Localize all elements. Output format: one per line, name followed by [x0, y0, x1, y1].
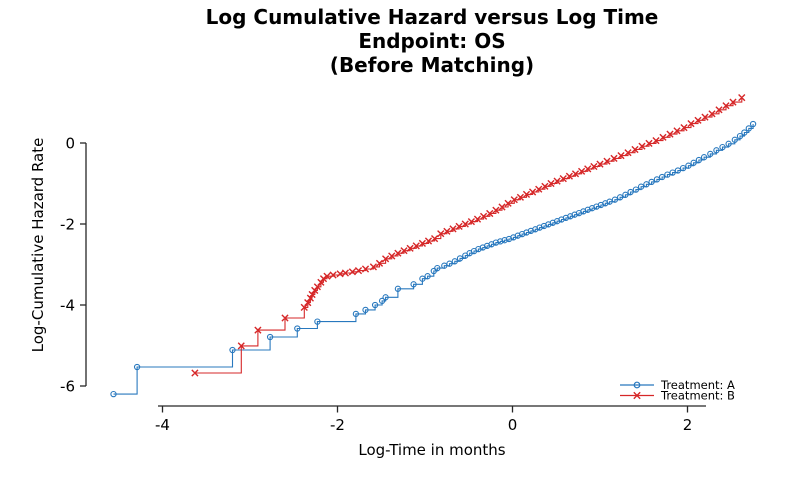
legend-label-treatment-a: Treatment: A [660, 378, 735, 392]
circle-marker-icon [725, 140, 732, 147]
circle-marker-icon [679, 164, 687, 172]
circle-marker-icon [314, 318, 321, 325]
circle-marker-icon [719, 143, 726, 151]
x-axis-label: Log-Time in months [358, 441, 506, 459]
y-tick-label: -4 [60, 297, 75, 315]
circle-marker-icon [637, 183, 645, 190]
circle-marker-icon [394, 285, 402, 292]
circle-marker-icon [653, 176, 661, 183]
circle-marker-icon [749, 120, 757, 128]
circle-marker-icon [664, 171, 671, 178]
series-line-treatment-a [113, 124, 754, 395]
circle-marker-icon [266, 333, 274, 341]
legend-x-marker-icon [633, 391, 641, 400]
y-tick-label: 0 [65, 135, 75, 153]
circle-marker-icon [648, 178, 655, 186]
circle-marker-icon [352, 310, 360, 318]
circle-marker-icon [700, 154, 708, 161]
circle-marker-icon [745, 125, 752, 132]
circle-marker-icon [674, 167, 682, 174]
x-marker-icon [191, 94, 746, 377]
chart-title: Log Cumulative Hazard versus Log Time En… [107, 5, 757, 77]
legend-label-treatment-b: Treatment: B [660, 389, 735, 403]
circle-marker-icon [627, 188, 634, 196]
circle-marker-icon [441, 262, 448, 269]
circle-marker-icon [632, 186, 640, 193]
x-tick-label: 2 [683, 416, 693, 434]
circle-marker-icon [371, 301, 379, 309]
y-tick-label: -6 [60, 378, 75, 396]
circle-marker-icon [294, 325, 301, 332]
circle-marker-icon [378, 297, 386, 305]
axes: 0 -2 -4 -6 -4 -2 0 2 [60, 135, 706, 434]
y-tick-label: -2 [60, 216, 75, 234]
series-line-treatment-b [194, 97, 743, 374]
circle-marker-icon [658, 173, 666, 181]
circle-marker-icon [690, 159, 697, 166]
circle-marker-icon [713, 147, 720, 154]
circle-marker-icon [731, 136, 738, 143]
circle-marker-icon [424, 273, 431, 280]
data-series [110, 94, 757, 398]
x-tick-label: -4 [155, 416, 170, 434]
circle-marker-icon [606, 198, 613, 205]
circle-marker-icon [669, 169, 676, 176]
circle-marker-icon [741, 129, 748, 136]
chart-title-line3: (Before Matching) [329, 53, 535, 77]
chart-title-line2: Endpoint: OS [358, 29, 506, 53]
circle-marker-icon [695, 156, 703, 164]
circle-marker-icon [456, 255, 464, 262]
circle-marker-icon [362, 306, 369, 314]
circle-marker-icon [382, 294, 389, 301]
legend: Treatment: A Treatment: B [620, 378, 735, 403]
circle-marker-icon [616, 194, 624, 201]
circle-marker-icon [736, 132, 744, 140]
x-tick-label: -2 [330, 416, 345, 434]
circle-marker-icon [685, 162, 692, 169]
circle-marker-icon [643, 181, 650, 188]
circle-marker-icon [707, 150, 714, 158]
circle-marker-icon [110, 390, 117, 398]
circle-marker-icon [229, 346, 236, 354]
circle-marker-icon [446, 260, 453, 267]
circle-marker-icon [133, 363, 141, 371]
chart-title-line1: Log Cumulative Hazard versus Log Time [205, 5, 659, 29]
circle-marker-icon [434, 264, 441, 272]
circle-marker-icon [451, 258, 458, 265]
y-axis-label: Log-Cumulative Hazard Rate [29, 137, 47, 353]
legend-circle-marker-icon [633, 381, 641, 389]
circle-marker-icon [419, 275, 426, 282]
circle-marker-icon [410, 281, 417, 288]
circle-marker-icon [611, 196, 619, 203]
circle-marker-icon [497, 238, 504, 245]
circle-marker-icon [622, 191, 629, 198]
x-tick-label: 0 [508, 416, 518, 434]
